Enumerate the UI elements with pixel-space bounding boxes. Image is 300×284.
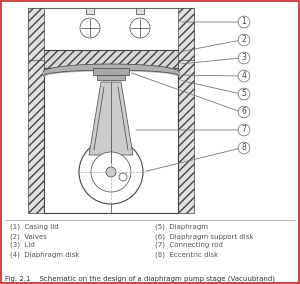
Polygon shape xyxy=(28,8,44,213)
Text: (8)  Eccentric disk: (8) Eccentric disk xyxy=(155,251,218,258)
Text: (7)  Connecting rod: (7) Connecting rod xyxy=(155,242,223,248)
Circle shape xyxy=(80,18,100,38)
Text: (2)  Valves: (2) Valves xyxy=(10,233,47,239)
Text: 6: 6 xyxy=(242,108,246,116)
Text: (1)  Casing lid: (1) Casing lid xyxy=(10,224,58,231)
Bar xyxy=(86,8,94,14)
Bar xyxy=(136,8,144,14)
Polygon shape xyxy=(28,8,194,60)
Bar xyxy=(97,75,125,80)
Text: 5: 5 xyxy=(242,89,246,99)
Circle shape xyxy=(79,140,143,204)
Text: 4: 4 xyxy=(242,72,246,80)
Text: 1: 1 xyxy=(242,18,246,26)
Polygon shape xyxy=(178,8,194,213)
Text: (6)  Diaphragm support disk: (6) Diaphragm support disk xyxy=(155,233,254,239)
Circle shape xyxy=(130,18,150,38)
Circle shape xyxy=(119,173,127,181)
Text: 8: 8 xyxy=(242,143,246,153)
Text: 7: 7 xyxy=(242,126,246,135)
Polygon shape xyxy=(44,50,178,68)
Polygon shape xyxy=(89,82,133,155)
Circle shape xyxy=(106,167,116,177)
Bar xyxy=(93,68,129,75)
Text: Fig. 2.1    Schematic on the design of a diaphragm pump stage (Vacuubrand): Fig. 2.1 Schematic on the design of a di… xyxy=(5,275,275,281)
Text: (3)  Lid: (3) Lid xyxy=(10,242,35,248)
Text: 3: 3 xyxy=(242,53,246,62)
Circle shape xyxy=(91,152,131,192)
Text: (5)  Diaphragm: (5) Diaphragm xyxy=(155,224,208,231)
Bar xyxy=(44,8,178,50)
Text: 2: 2 xyxy=(242,36,246,45)
Bar xyxy=(44,68,178,213)
Text: (4)  Diaphragm disk: (4) Diaphragm disk xyxy=(10,251,80,258)
